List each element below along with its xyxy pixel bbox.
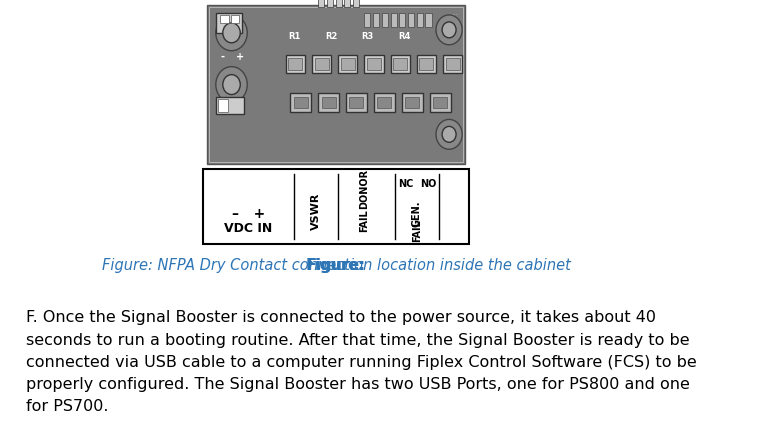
Bar	[420, 58, 434, 70]
Text: Figure:: Figure:	[306, 258, 364, 273]
Circle shape	[216, 67, 247, 103]
Bar	[286, 55, 305, 73]
Bar	[405, 96, 420, 108]
Text: DONOR: DONOR	[360, 169, 370, 209]
Bar	[408, 13, 414, 27]
Bar	[367, 58, 381, 70]
Bar	[426, 13, 432, 27]
Bar	[443, 55, 462, 73]
Bar	[364, 13, 370, 27]
Bar	[393, 58, 407, 70]
Bar	[220, 15, 229, 23]
Circle shape	[216, 15, 247, 51]
Circle shape	[436, 119, 462, 149]
Bar	[400, 13, 405, 27]
Bar	[290, 92, 311, 112]
Text: VSWR: VSWR	[311, 193, 321, 230]
Circle shape	[223, 23, 240, 43]
Bar	[390, 55, 410, 73]
Bar	[446, 58, 460, 70]
Text: NC: NC	[399, 179, 414, 189]
Bar	[326, 0, 333, 7]
Text: Figure: NFPA Dry Contact connection location inside the cabinet: Figure: NFPA Dry Contact connection loca…	[102, 258, 571, 273]
Text: GEN.: GEN.	[412, 201, 422, 227]
Circle shape	[223, 75, 240, 95]
Circle shape	[436, 15, 462, 45]
Bar	[373, 13, 379, 27]
Bar	[231, 15, 239, 23]
Bar	[288, 58, 303, 70]
Bar	[402, 92, 423, 112]
Bar	[209, 7, 463, 162]
Bar	[350, 96, 363, 108]
Bar	[216, 96, 244, 115]
Bar	[374, 92, 395, 112]
Bar	[341, 58, 355, 70]
Text: –   +: – +	[232, 207, 265, 221]
Bar	[318, 92, 339, 112]
Bar	[318, 0, 324, 7]
Bar	[417, 13, 423, 27]
Bar	[377, 96, 391, 108]
Bar	[312, 55, 331, 73]
Bar	[364, 55, 383, 73]
Text: R4: R4	[398, 32, 410, 41]
Bar	[203, 169, 469, 244]
Bar	[434, 96, 447, 108]
Bar	[314, 58, 329, 70]
Circle shape	[442, 22, 456, 38]
Bar	[430, 92, 450, 112]
Bar	[293, 96, 307, 108]
Text: ...: ...	[452, 10, 458, 16]
Text: FAIL: FAIL	[412, 219, 422, 242]
Bar	[336, 0, 342, 7]
Bar	[382, 13, 388, 27]
Text: +: +	[236, 52, 244, 62]
Text: -: -	[221, 52, 225, 62]
Text: FAIL: FAIL	[360, 210, 370, 232]
Bar	[344, 0, 350, 7]
Text: F. Once the Signal Booster is connected to the power source, it takes about 40
s: F. Once the Signal Booster is connected …	[26, 310, 697, 414]
Bar	[207, 5, 465, 164]
Text: Figure:: Figure:	[307, 258, 366, 273]
Text: VDC IN: VDC IN	[224, 222, 273, 235]
Circle shape	[442, 127, 456, 143]
Text: R3: R3	[362, 32, 374, 41]
Bar	[346, 92, 367, 112]
Text: R1: R1	[288, 32, 300, 41]
Bar	[216, 13, 242, 33]
Text: R2: R2	[325, 32, 337, 41]
Bar	[417, 55, 436, 73]
Bar	[353, 0, 359, 7]
Bar	[338, 55, 357, 73]
Text: NO: NO	[420, 179, 437, 189]
Bar	[390, 13, 397, 27]
Bar	[218, 99, 228, 112]
Bar	[322, 96, 336, 108]
